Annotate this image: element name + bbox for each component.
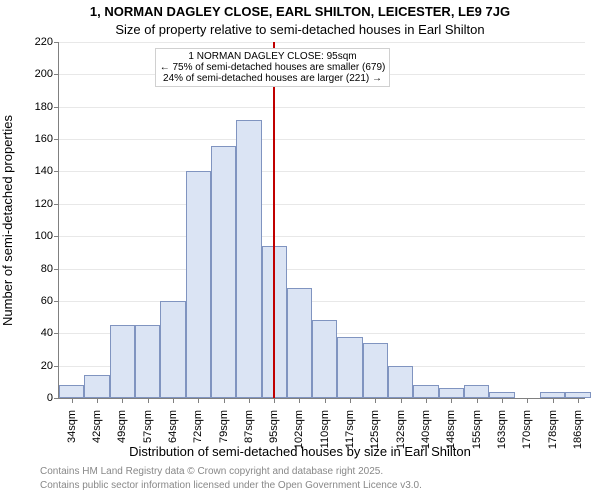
chart-title-line1: 1, NORMAN DAGLEY CLOSE, EARL SHILTON, LE… (0, 4, 600, 19)
footer-line1: Contains HM Land Registry data © Crown c… (40, 466, 383, 477)
y-tick-mark (54, 139, 59, 140)
histogram-bar (160, 301, 185, 398)
gridline (59, 236, 585, 237)
x-tick-mark (451, 398, 452, 403)
y-tick-label: 80 (23, 263, 53, 275)
histogram-bar (388, 366, 413, 398)
annotation-line2: ← 75% of semi-detached houses are smalle… (160, 62, 386, 73)
histogram-bar (287, 288, 312, 398)
annotation-line1: 1 NORMAN DAGLEY CLOSE: 95sqm (160, 51, 386, 62)
x-tick-mark (426, 398, 427, 403)
histogram-bar (413, 385, 438, 398)
y-tick-mark (54, 269, 59, 270)
y-tick-mark (54, 74, 59, 75)
y-tick-mark (54, 204, 59, 205)
histogram-bar (439, 388, 464, 398)
y-tick-label: 120 (23, 198, 53, 210)
x-tick-mark (325, 398, 326, 403)
reference-line (273, 42, 275, 398)
histogram-bar (312, 320, 337, 398)
x-tick-mark (502, 398, 503, 403)
x-tick-mark (578, 398, 579, 403)
histogram-bar (110, 325, 135, 398)
y-tick-mark (54, 107, 59, 108)
y-tick-mark (54, 366, 59, 367)
y-tick-label: 220 (23, 36, 53, 48)
histogram-bar (135, 325, 160, 398)
gridline (59, 204, 585, 205)
y-tick-label: 100 (23, 230, 53, 242)
y-tick-label: 20 (23, 360, 53, 372)
histogram-bar (337, 337, 362, 398)
x-tick-mark (553, 398, 554, 403)
y-tick-mark (54, 171, 59, 172)
annotation-box: 1 NORMAN DAGLEY CLOSE: 95sqm ← 75% of se… (155, 48, 391, 87)
gridline (59, 269, 585, 270)
y-tick-mark (54, 398, 59, 399)
gridline (59, 171, 585, 172)
x-tick-mark (299, 398, 300, 403)
x-tick-mark (122, 398, 123, 403)
x-axis-label: Distribution of semi-detached houses by … (0, 444, 600, 459)
x-tick-mark (224, 398, 225, 403)
gridline (59, 301, 585, 302)
x-tick-mark (97, 398, 98, 403)
histogram-bar (363, 343, 388, 398)
gridline (59, 42, 585, 43)
x-tick-mark (249, 398, 250, 403)
gridline (59, 139, 585, 140)
x-tick-mark (72, 398, 73, 403)
histogram-bar (186, 171, 211, 398)
y-tick-mark (54, 42, 59, 43)
x-tick-mark (173, 398, 174, 403)
histogram-bar (59, 385, 84, 398)
x-tick-mark (527, 398, 528, 403)
y-tick-mark (54, 236, 59, 237)
y-tick-label: 180 (23, 101, 53, 113)
y-axis-label: Number of semi-detached properties (0, 115, 15, 326)
y-tick-label: 60 (23, 295, 53, 307)
y-tick-label: 0 (23, 392, 53, 404)
histogram-bar (464, 385, 489, 398)
x-tick-mark (477, 398, 478, 403)
histogram-bar (236, 120, 261, 398)
histogram-bar (211, 146, 236, 398)
x-tick-mark (274, 398, 275, 403)
chart-title-line2: Size of property relative to semi-detach… (0, 22, 600, 37)
plot-area: 1 NORMAN DAGLEY CLOSE: 95sqm ← 75% of se… (58, 42, 585, 399)
y-tick-label: 140 (23, 165, 53, 177)
gridline (59, 107, 585, 108)
x-tick-mark (148, 398, 149, 403)
y-tick-mark (54, 333, 59, 334)
footer-line2: Contains public sector information licen… (40, 480, 422, 491)
annotation-line3: 24% of semi-detached houses are larger (… (160, 73, 386, 84)
y-tick-label: 40 (23, 327, 53, 339)
y-tick-label: 160 (23, 133, 53, 145)
x-tick-mark (198, 398, 199, 403)
y-tick-mark (54, 301, 59, 302)
x-tick-mark (401, 398, 402, 403)
y-tick-label: 200 (23, 68, 53, 80)
x-tick-mark (375, 398, 376, 403)
x-tick-mark (350, 398, 351, 403)
histogram-bar (84, 375, 109, 398)
